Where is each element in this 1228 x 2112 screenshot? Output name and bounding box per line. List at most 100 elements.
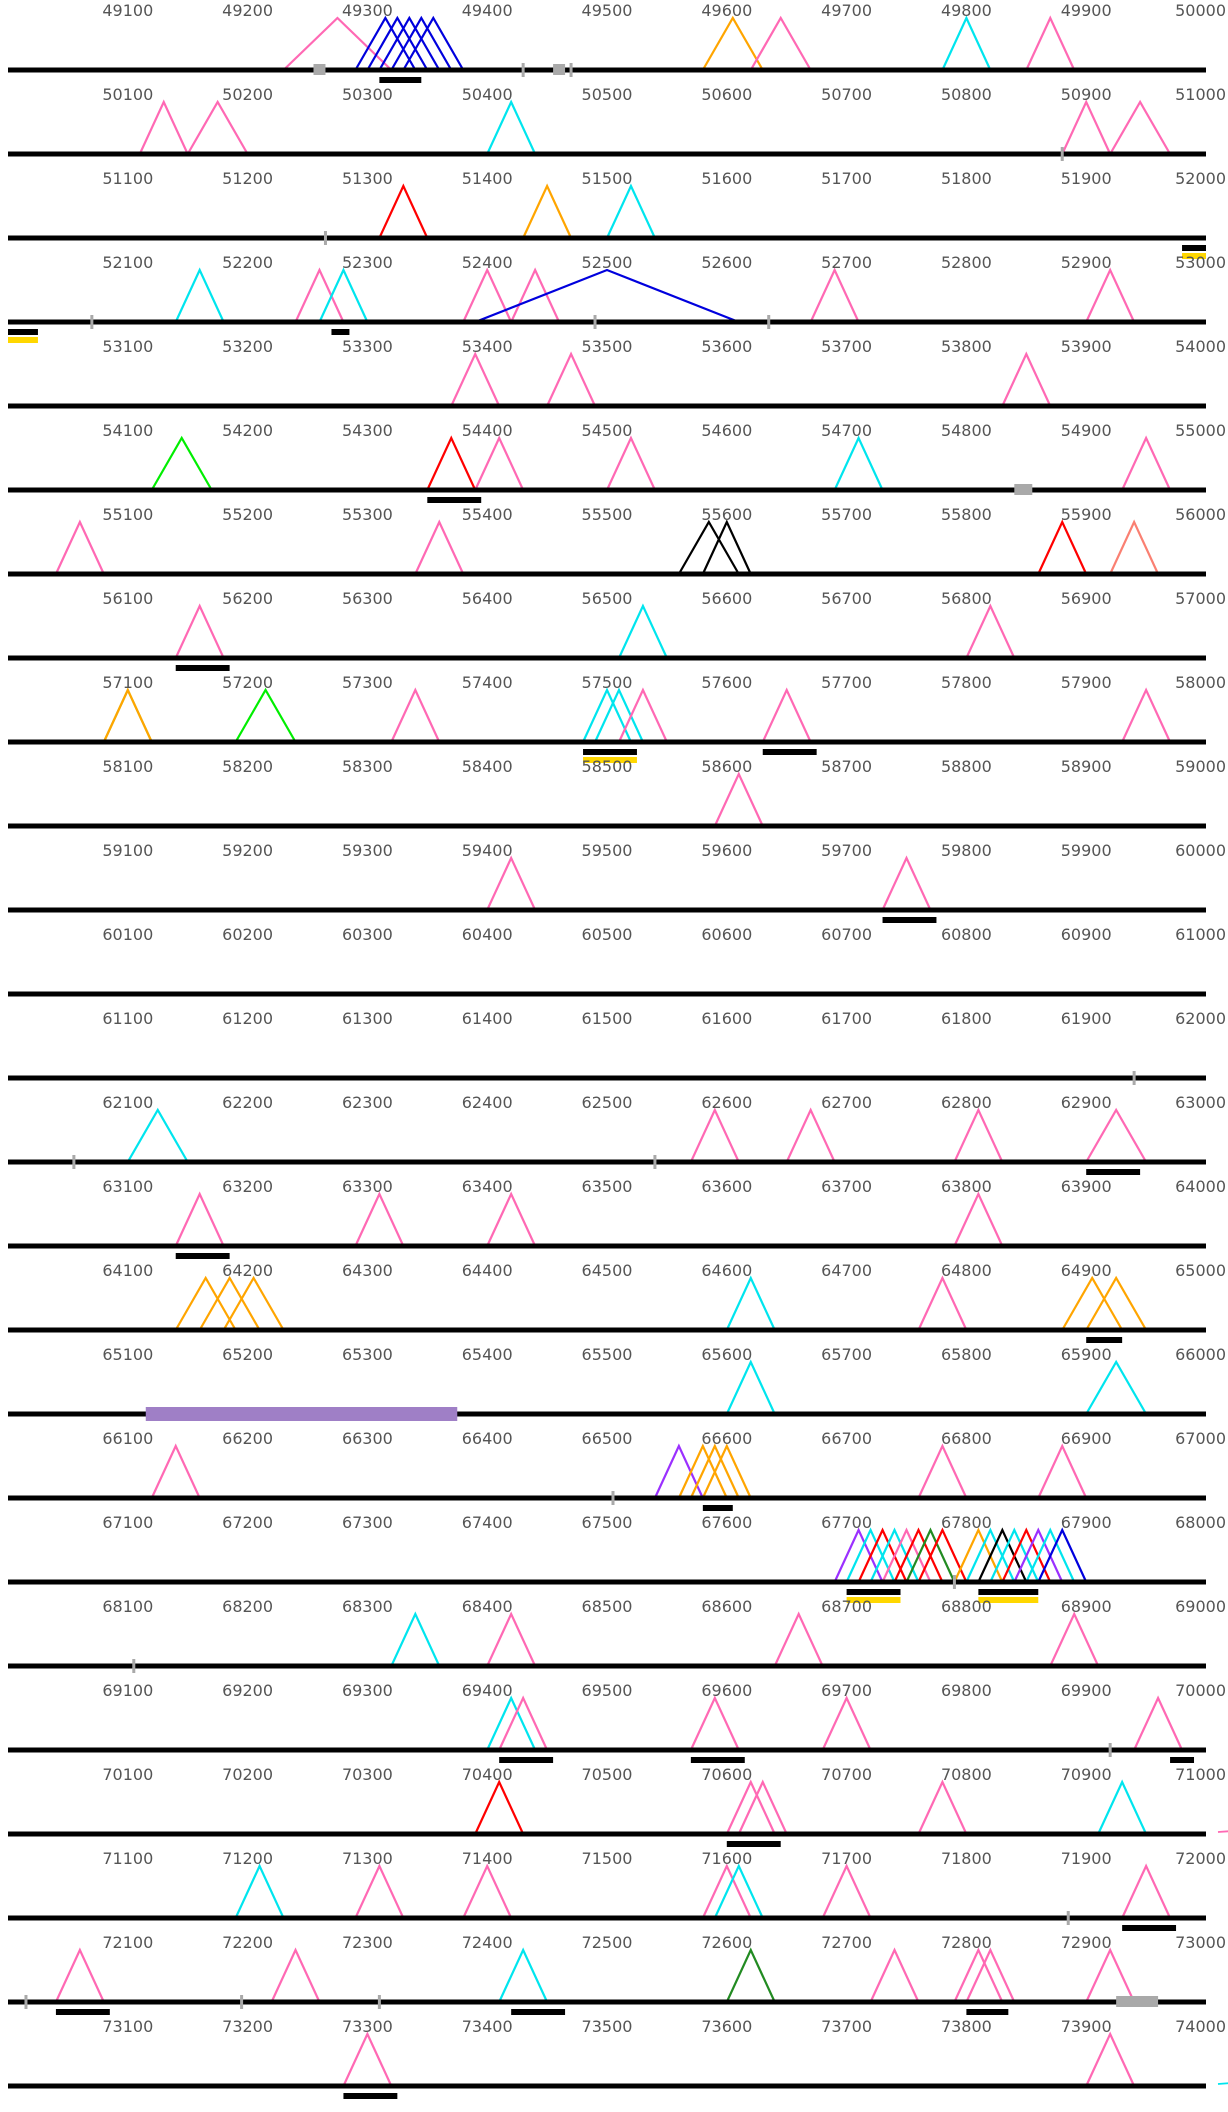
tick-label: 56800 xyxy=(941,589,992,608)
arc-mark xyxy=(486,1695,537,1751)
tick-mark-layer xyxy=(24,63,1136,2009)
tick-label: 63500 xyxy=(582,1177,633,1196)
arc-mark xyxy=(953,1107,1004,1163)
arc-mark xyxy=(354,15,417,71)
arc-mark xyxy=(354,1863,405,1919)
tick-label: 58000 xyxy=(1175,673,1226,692)
arc-mark xyxy=(102,687,153,743)
arc-mark xyxy=(1085,1275,1148,1331)
link-line xyxy=(1217,2082,1228,2085)
tick-label: 52000 xyxy=(1175,169,1226,188)
tick-label: 66100 xyxy=(102,1429,153,1448)
tick-label: 68800 xyxy=(941,1597,992,1616)
arc-mark xyxy=(486,855,537,911)
tick-label: 55000 xyxy=(1175,421,1226,440)
tick-label: 65700 xyxy=(821,1345,872,1364)
tick-label: 59600 xyxy=(701,841,752,860)
arc-mark xyxy=(366,15,429,71)
tick-label: 58900 xyxy=(1061,757,1112,776)
tick-label: 56500 xyxy=(582,589,633,608)
tick-label: 68700 xyxy=(821,1597,872,1616)
tick-label: 57100 xyxy=(102,673,153,692)
arc-mark xyxy=(582,687,632,743)
tick-label: 54500 xyxy=(582,421,633,440)
tick-label: 58300 xyxy=(342,757,393,776)
bar-mark xyxy=(966,2009,1009,2015)
tick-label: 50800 xyxy=(941,85,992,104)
arc-mark xyxy=(869,1947,920,2003)
tick-label: 52900 xyxy=(1061,253,1112,272)
tick-label: 69500 xyxy=(582,1681,633,1700)
tick-label: 51600 xyxy=(701,169,752,188)
arc-mark xyxy=(845,1527,896,1583)
bar-mark xyxy=(55,2009,110,2015)
arc-mark xyxy=(234,1863,285,1919)
arc-mark xyxy=(282,16,393,71)
arc-mark xyxy=(1037,1527,1088,1583)
tick-label: 68900 xyxy=(1061,1597,1112,1616)
tick-label: 59700 xyxy=(821,841,872,860)
tick-label: 59200 xyxy=(222,841,273,860)
arc-mark xyxy=(617,603,668,659)
site-mark xyxy=(72,1155,76,1169)
tick-label: 60500 xyxy=(582,925,633,944)
arc-mark xyxy=(917,1443,968,1499)
tick-label: 69000 xyxy=(1175,1597,1226,1616)
tick-label: 68400 xyxy=(462,1597,513,1616)
tick-label: 54300 xyxy=(342,421,393,440)
tick-label: 56600 xyxy=(701,589,752,608)
tick-label: 51500 xyxy=(582,169,633,188)
tick-label: 64000 xyxy=(1175,1177,1226,1196)
tick-label: 60400 xyxy=(462,925,513,944)
tick-label: 66500 xyxy=(582,1429,633,1448)
tick-label: 64300 xyxy=(342,1261,393,1280)
arc-mark xyxy=(1061,1275,1124,1331)
arc-mark xyxy=(701,1863,752,1919)
tick-label: 71500 xyxy=(582,1849,633,1868)
tick-label: 59100 xyxy=(102,841,153,860)
tick-label: 53000 xyxy=(1175,253,1226,272)
tick-label: 53600 xyxy=(701,337,752,356)
tick-label: 73800 xyxy=(941,2017,992,2036)
tick-label: 64400 xyxy=(462,1261,513,1280)
tick-label: 54600 xyxy=(701,421,752,440)
arc-mark xyxy=(1085,2031,1136,2087)
tick-label: 58200 xyxy=(222,757,273,776)
tick-label: 50100 xyxy=(102,85,153,104)
tick-label: 65100 xyxy=(102,1345,153,1364)
tick-label: 68000 xyxy=(1175,1513,1226,1532)
tick-label: 62100 xyxy=(102,1093,153,1112)
arc-mark xyxy=(606,183,656,239)
site-mark xyxy=(132,1659,136,1673)
arc-mark xyxy=(414,519,465,575)
tick-label: 69600 xyxy=(701,1681,752,1700)
tick-label: 55300 xyxy=(342,505,393,524)
tick-label: 65900 xyxy=(1061,1345,1112,1364)
tick-label: 73300 xyxy=(342,2017,393,2036)
bar-layer xyxy=(8,77,1206,2099)
tick-label: 63900 xyxy=(1061,1177,1112,1196)
arc-mark xyxy=(54,1947,105,2003)
tick-label: 58500 xyxy=(582,757,633,776)
tick-label: 60900 xyxy=(1061,925,1112,944)
arc-mark xyxy=(725,1779,776,1835)
bar-mark xyxy=(1122,1925,1177,1931)
arc-mark xyxy=(1133,1695,1184,1751)
arc-mark xyxy=(498,1947,549,2003)
tick-label: 50900 xyxy=(1061,85,1112,104)
arc-mark xyxy=(857,1527,908,1583)
bar-mark xyxy=(1182,253,1206,259)
tick-label: 61400 xyxy=(462,1009,513,1028)
arc-mark xyxy=(821,1695,872,1751)
tick-label: 51100 xyxy=(102,169,153,188)
arc-mark xyxy=(689,1443,740,1499)
tick-label: 62000 xyxy=(1175,1009,1226,1028)
link-line xyxy=(1217,1830,1228,1833)
bar-mark xyxy=(978,1597,1039,1603)
tick-label: 70700 xyxy=(821,1765,872,1784)
tick-label: 61500 xyxy=(582,1009,633,1028)
arc-mark xyxy=(270,1947,321,2003)
bar-mark xyxy=(702,1505,733,1511)
tick-label: 53200 xyxy=(222,337,273,356)
tick-label: 49400 xyxy=(462,1,513,20)
